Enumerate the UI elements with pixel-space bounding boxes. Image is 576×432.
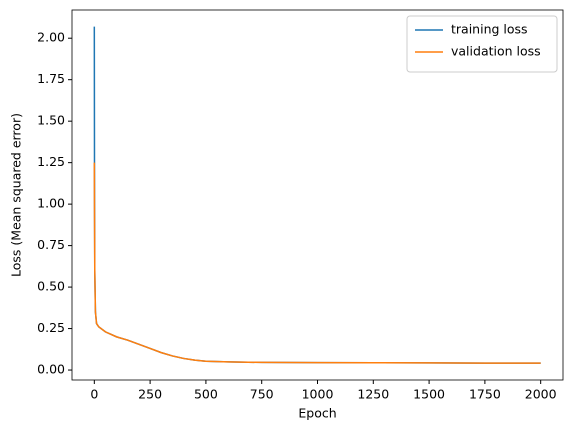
x-tick-label: 1250 <box>357 387 389 402</box>
legend-label: validation loss <box>451 44 541 59</box>
x-tick-label: 1500 <box>413 387 445 402</box>
x-tick-label: 750 <box>250 387 274 402</box>
y-tick-label: 0.50 <box>37 279 65 294</box>
y-tick-label: 1.25 <box>37 154 65 169</box>
y-tick-label: 0.00 <box>37 362 65 377</box>
axes-frame <box>71 9 564 381</box>
y-tick-label: 0.75 <box>37 237 65 252</box>
y-tick-label: 1.50 <box>37 113 65 128</box>
y-tick-label: 2.00 <box>37 30 65 45</box>
y-axis-label: Loss (Mean squared error) <box>9 113 24 277</box>
x-tick-label: 250 <box>138 387 162 402</box>
y-tick-label: 0.25 <box>37 320 65 335</box>
y-tick-label: 1.00 <box>37 196 65 211</box>
legend-box <box>406 15 558 73</box>
x-tick-label: 2000 <box>525 387 557 402</box>
x-axis-label: Epoch <box>298 406 336 421</box>
y-tick-label: 1.75 <box>37 71 65 86</box>
series-line <box>93 162 541 364</box>
legend-label: training loss <box>451 22 528 37</box>
x-tick-label: 1750 <box>469 387 501 402</box>
x-tick-label: 500 <box>194 387 218 402</box>
x-tick-label: 1000 <box>302 387 334 402</box>
x-tick-label: 0 <box>90 387 98 402</box>
